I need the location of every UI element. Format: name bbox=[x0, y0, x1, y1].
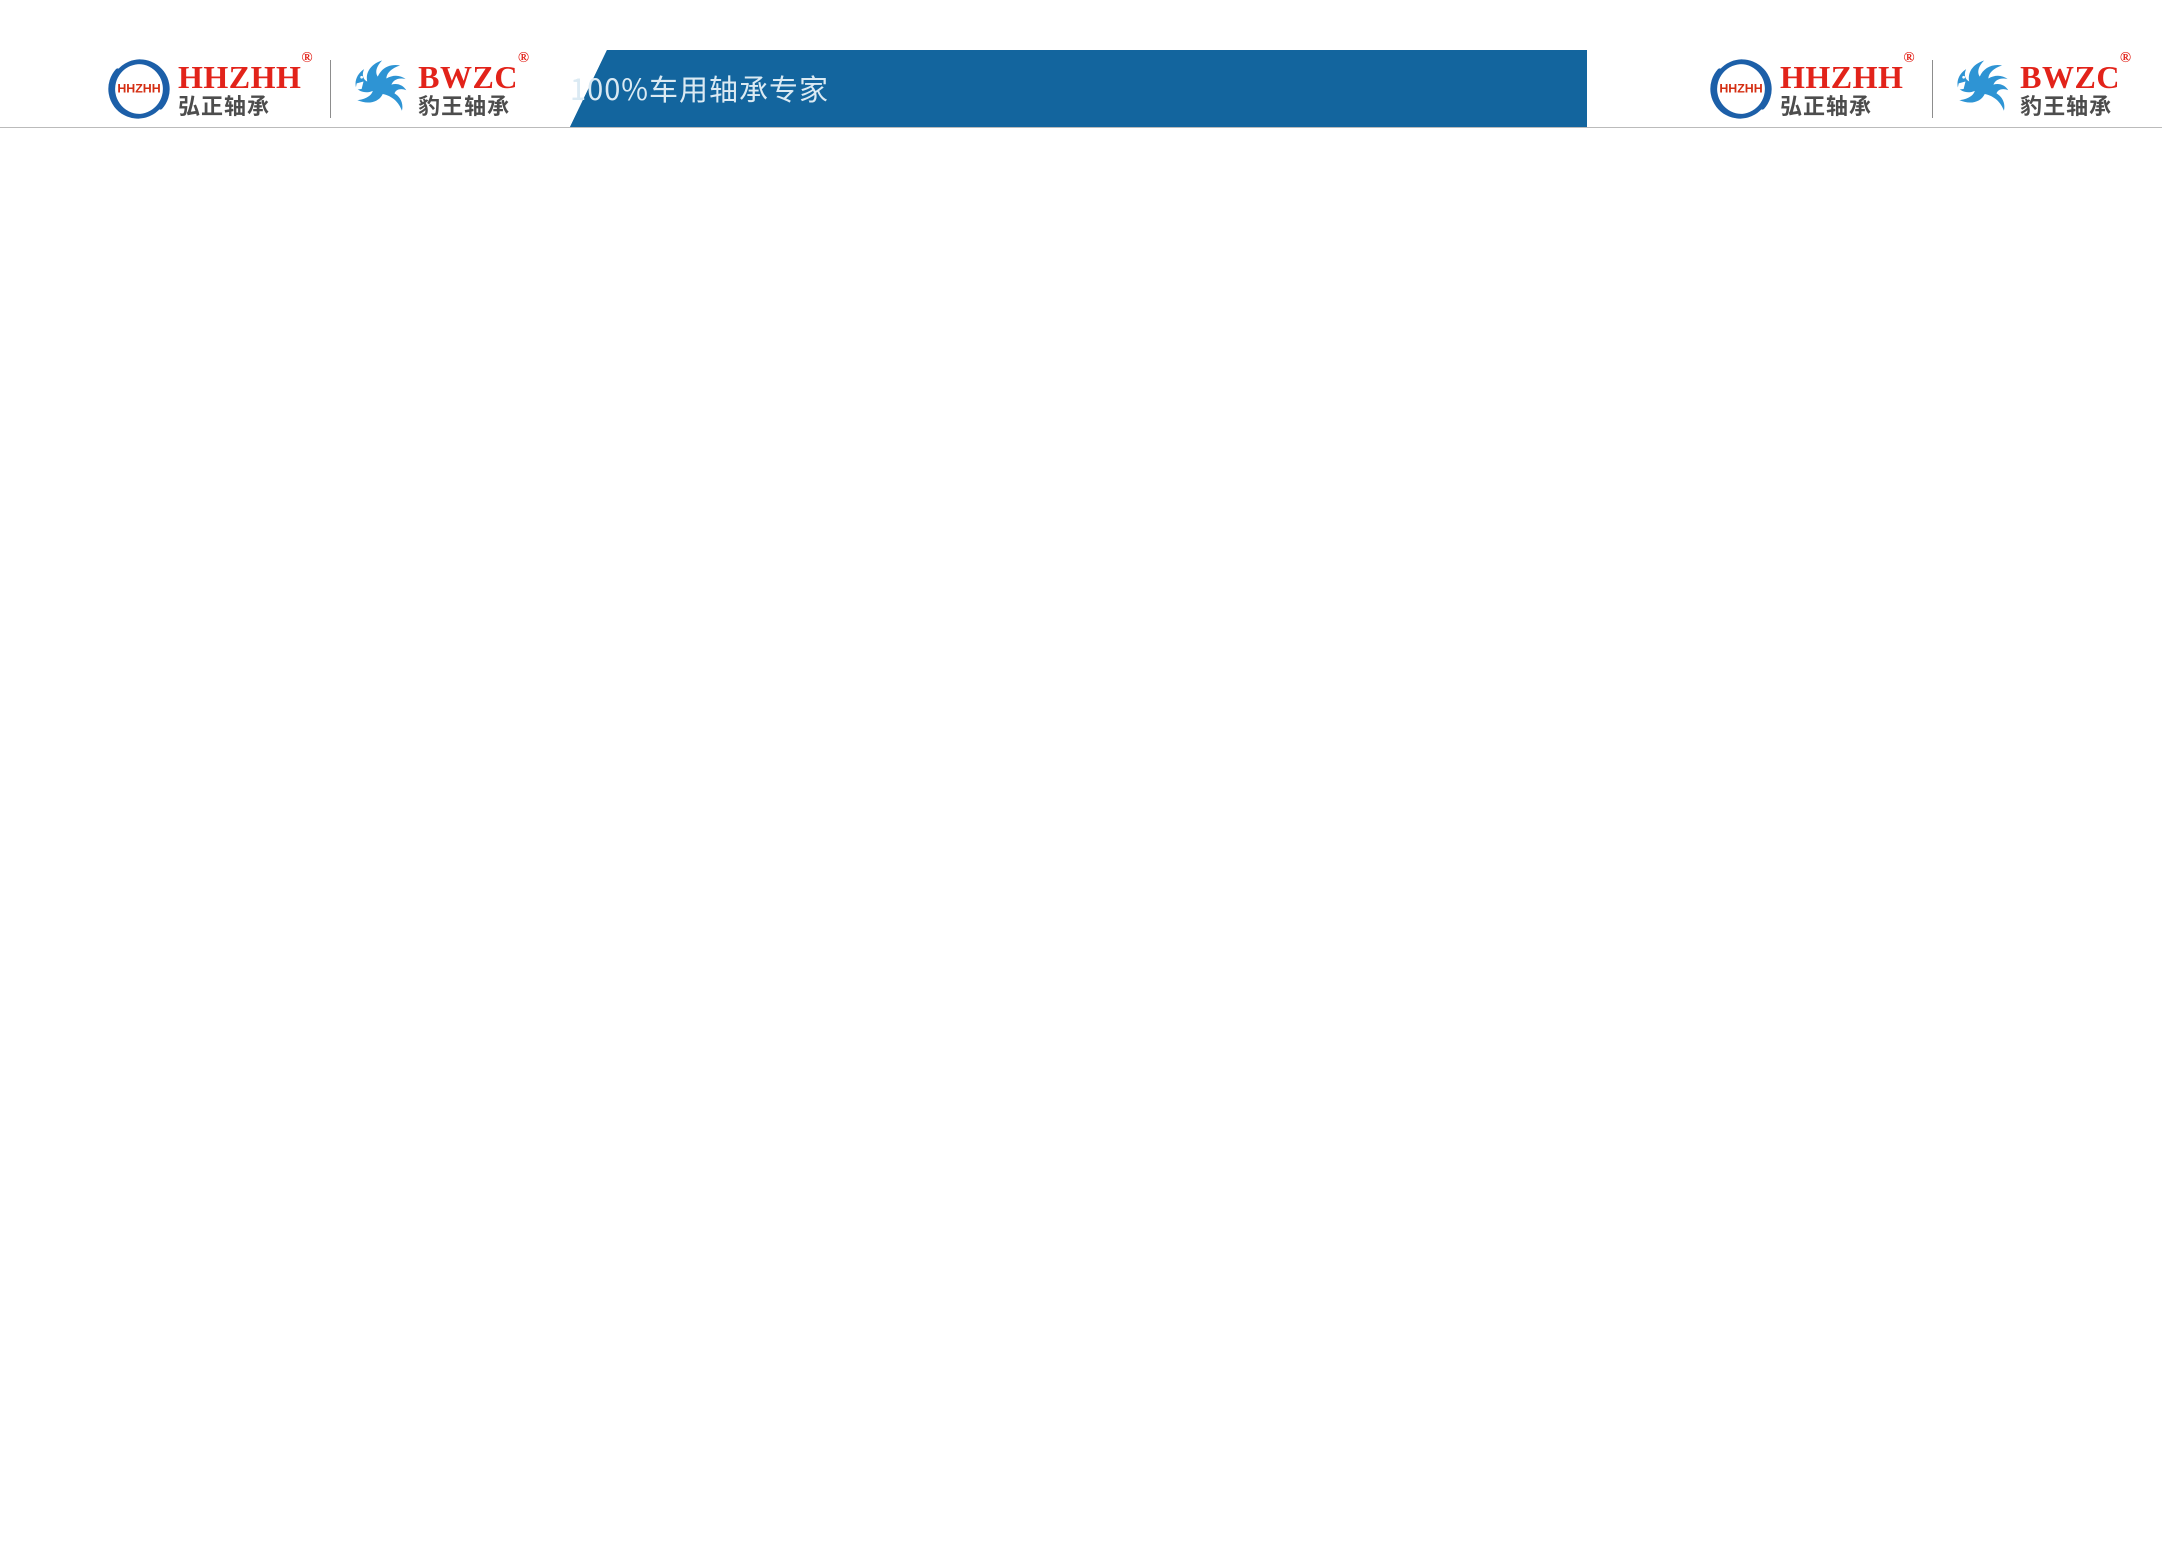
svg-text:HHZHH: HHZHH bbox=[1719, 81, 1762, 95]
svg-text:HHZHH: HHZHH bbox=[117, 81, 160, 95]
